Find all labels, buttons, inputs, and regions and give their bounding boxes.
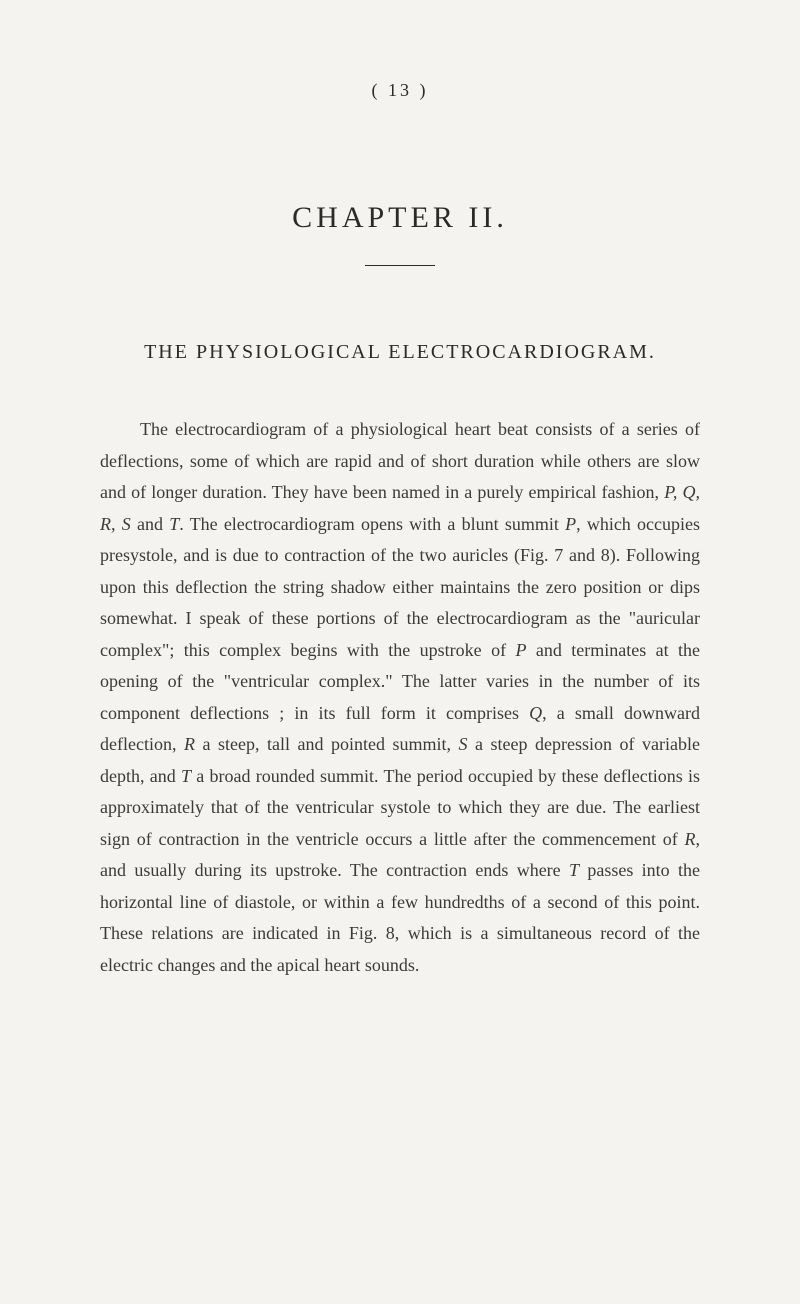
italic-text: Q (529, 703, 542, 723)
chapter-title: CHAPTER II. (100, 201, 700, 235)
italic-text: S (459, 734, 468, 754)
italic-text: T (181, 766, 191, 786)
page-number: ( 13 ) (100, 80, 700, 101)
body-text-span: and (131, 514, 169, 534)
italic-text: P (515, 640, 526, 660)
body-text-span: , which occupies presystole, and is due … (100, 514, 700, 660)
italic-text: T (169, 514, 179, 534)
italic-text: T (569, 860, 579, 880)
italic-text: R (184, 734, 195, 754)
body-text-span: The electrocardiogram of a physiological… (100, 419, 700, 502)
section-title: THE PHYSIOLOGICAL ELECTROCARDIOGRAM. (100, 341, 700, 364)
divider (365, 265, 435, 266)
body-text-span: . The electrocardiogram opens with a blu… (179, 514, 565, 534)
italic-text: R (685, 829, 696, 849)
body-text-span: a steep, tall and pointed summit, (195, 734, 459, 754)
body-paragraph: The electrocardiogram of a physiological… (100, 414, 700, 981)
italic-text: P (565, 514, 576, 534)
